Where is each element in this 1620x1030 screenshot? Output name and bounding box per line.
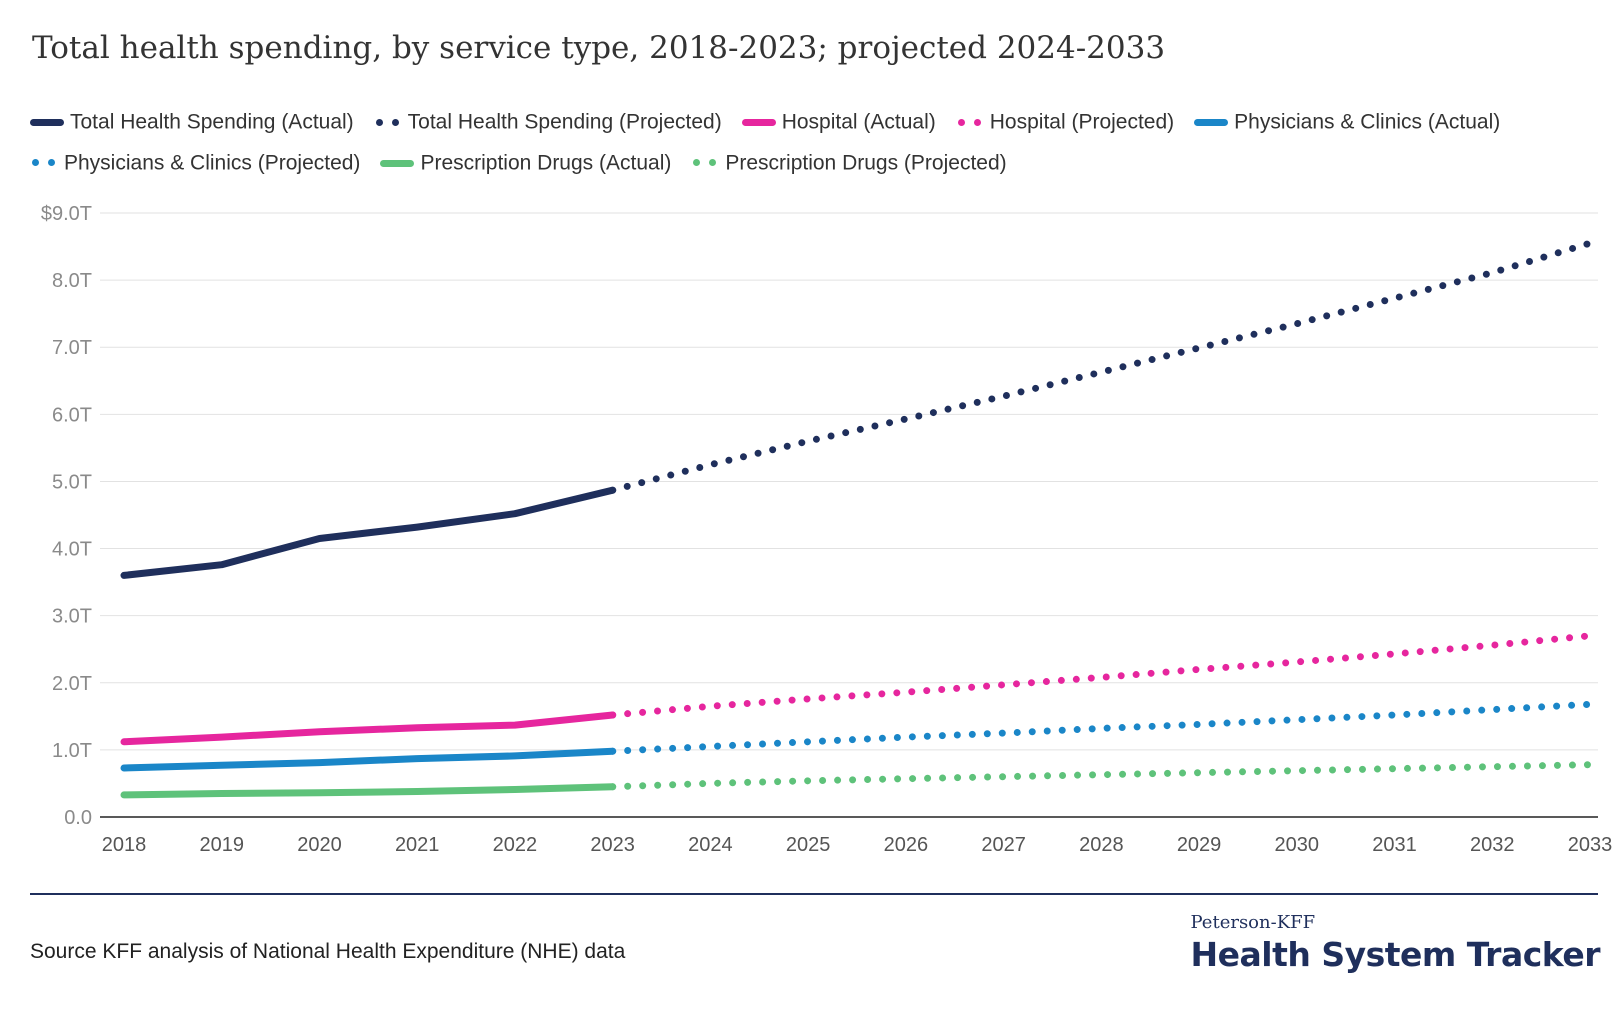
logo-title: Health System Tracker [1190, 935, 1601, 974]
series-line-hospital-actual [120, 711, 617, 746]
x-tick-label: 2024 [688, 834, 733, 856]
legend-label: Total Health Spending (Projected) [407, 110, 722, 134]
chart-title: Total health spending, by service type, … [32, 30, 1166, 66]
x-tick-label: 2023 [590, 834, 635, 856]
x-tick-label: 2031 [1372, 834, 1417, 856]
legend-item[interactable]: Hospital (Actual) [741, 102, 936, 142]
series-line-hospital-projected [609, 632, 1594, 719]
line-chart: 0.0 1.0T 2.0T 3.0T 4.0T 5.0T 6.0T 7.0T 8.0T $9.0T… [41, 203, 1613, 856]
x-tick-label: 2019 [199, 834, 244, 856]
source-note: Source KFF analysis of National Health E… [30, 940, 626, 963]
series-line-physicians-clinics-projected [609, 700, 1594, 755]
legend-dotted-swatch [691, 159, 719, 167]
series-line-prescription-drugs-actual [120, 783, 617, 799]
legend-item[interactable]: Total Health Spending (Projected) [374, 102, 722, 142]
y-tick-label: 4.0T [52, 539, 92, 561]
series-line-prescription-drugs-projected [609, 761, 1594, 791]
y-tick-label: 7.0T [52, 337, 92, 359]
y-tick-label: 3.0T [52, 606, 92, 628]
legend-item[interactable]: Prescription Drugs (Actual) [380, 143, 671, 183]
legend-item[interactable]: Hospital (Projected) [956, 102, 1174, 142]
x-tick-label: 2020 [297, 834, 342, 856]
x-tick-label: 2026 [884, 834, 929, 856]
x-tick-label: 2025 [786, 834, 831, 856]
x-tick-label: 2021 [395, 834, 440, 856]
legend-label: Total Health Spending (Actual) [70, 110, 354, 134]
x-tick-label: 2018 [102, 834, 147, 856]
legend-dotted-swatch [956, 118, 984, 127]
x-tick-label: 2022 [493, 834, 538, 856]
y-tick-label: $9.0T [41, 203, 92, 225]
x-tick-label: 2028 [1079, 834, 1124, 856]
legend-label: Physicians & Clinics (Projected) [64, 151, 361, 175]
legend-solid-swatch [741, 119, 776, 127]
chart-legend: Total Health Spending (Actual) Total Heal… [30, 102, 1590, 183]
legend-dotted-swatch [30, 159, 58, 167]
series-line-physicians-clinics-actual [120, 747, 617, 772]
logo-subtitle: Peterson-KFF [1190, 912, 1316, 933]
legend-item[interactable]: Physicians & Clinics (Projected) [30, 143, 360, 183]
legend-label: Hospital (Actual) [781, 110, 936, 134]
x-tick-label: 2030 [1275, 834, 1320, 856]
legend-solid-swatch [380, 159, 415, 167]
legend-item[interactable]: Physicians & Clinics (Actual) [1194, 102, 1500, 142]
y-tick-label: 0.0 [64, 807, 92, 829]
legend-item[interactable]: Prescription Drugs (Projected) [691, 143, 1007, 183]
legend-label: Physicians & Clinics (Actual) [1234, 110, 1501, 134]
legend-solid-swatch [1194, 119, 1229, 127]
x-tick-label: 2033 [1568, 834, 1613, 856]
y-tick-label: 6.0T [52, 404, 92, 426]
x-tick-label: 2029 [1177, 834, 1222, 856]
series-line-total-health-spending-projected [609, 239, 1594, 494]
legend-solid-swatch [30, 119, 64, 127]
x-tick-label: 2032 [1470, 834, 1515, 856]
x-tick-label: 2027 [981, 834, 1026, 856]
series-line-total-health-spending-actual [120, 486, 617, 579]
legend-item[interactable]: Total Health Spending (Actual) [30, 102, 354, 142]
legend-label: Prescription Drugs (Projected) [725, 151, 1007, 175]
legend-label: Hospital (Projected) [989, 110, 1175, 134]
footer-divider [30, 893, 1598, 895]
legend-dotted-swatch [374, 118, 402, 127]
y-tick-label: 8.0T [52, 270, 92, 292]
y-tick-label: 2.0T [52, 673, 92, 695]
brand-logo: Peterson-KFF Health System Tracker [1191, 912, 1601, 974]
y-tick-label: 1.0T [52, 740, 92, 762]
y-tick-label: 5.0T [52, 471, 92, 493]
legend-label: Prescription Drugs (Actual) [420, 151, 672, 175]
